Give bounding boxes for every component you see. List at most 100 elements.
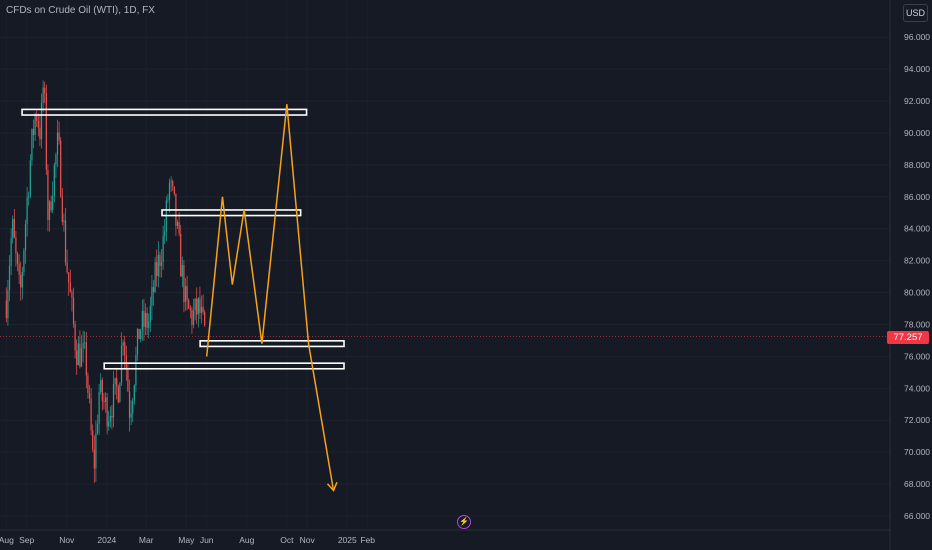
candle-body [130, 413, 132, 418]
projection-line[interactable] [205, 104, 335, 491]
zone-rectangle[interactable] [21, 108, 308, 116]
candle-body [186, 285, 188, 300]
candle-body [173, 186, 175, 194]
candle-body [101, 379, 103, 401]
candle-body [85, 342, 87, 376]
x-tick-label: Aug [0, 535, 14, 545]
candle-body [154, 262, 156, 292]
candle-body [188, 299, 190, 309]
projection-arrowhead [326, 481, 338, 492]
candle-body [88, 392, 91, 399]
price-axis[interactable]: 96.000 94.000 92.000 90.000 88.000 86.000 84.0… [889, 0, 930, 550]
candle-body [24, 224, 27, 251]
candle-body [44, 87, 46, 94]
candle-body [92, 430, 94, 450]
candle-body [71, 292, 73, 298]
y-tick-label: 88.000 [904, 160, 930, 170]
candle-body [138, 328, 140, 340]
candle-body [196, 298, 198, 315]
zone-rectangle[interactable] [161, 209, 302, 217]
candle-body [189, 308, 191, 310]
candle-body [141, 310, 143, 330]
candle-body [16, 253, 19, 264]
currency-button[interactable]: USD [903, 4, 928, 22]
candle-body [18, 263, 20, 275]
candle-body [164, 231, 166, 237]
candle-body [127, 369, 129, 392]
chart-grid [0, 36, 890, 517]
zone-rectangle[interactable] [199, 340, 345, 348]
x-tick-label: Mar [139, 535, 154, 545]
candlestick-series [5, 80, 206, 483]
candle-body [50, 201, 52, 211]
candle-body [52, 195, 54, 211]
x-tick-label: May [178, 535, 195, 545]
candle-body [191, 309, 193, 325]
support-resistance-zones[interactable] [21, 108, 345, 370]
candle-body [76, 350, 78, 365]
y-tick-label: 96.000 [904, 32, 930, 42]
candle-body [156, 262, 158, 277]
candle-body [13, 218, 15, 238]
candle-body [117, 386, 119, 403]
chart-title: CFDs on Crude Oil (WTI), 1D, FX [6, 5, 155, 16]
candle-body [39, 127, 41, 140]
candle-body [66, 262, 68, 273]
candle-body [202, 306, 204, 312]
candle-body [79, 343, 81, 367]
candle-body [58, 132, 60, 141]
candle-body [82, 343, 84, 349]
candle-body [116, 378, 118, 387]
candle-body [135, 354, 137, 386]
candle-body [151, 287, 153, 306]
candle-body [37, 120, 39, 128]
candle-body [178, 221, 180, 234]
candle-body [149, 305, 151, 322]
candle-body [162, 236, 164, 263]
y-tick-label: 76.000 [904, 351, 930, 361]
candle-body [53, 164, 55, 196]
candle-body [103, 400, 105, 402]
candle-body [98, 391, 100, 424]
y-tick-label: 94.000 [904, 64, 930, 74]
candle-body [167, 199, 169, 201]
candle-body [204, 311, 206, 326]
candle-body [48, 201, 51, 220]
candle-body [95, 432, 97, 469]
candle-body [69, 282, 71, 293]
candle-body [108, 421, 110, 427]
lightning-icon[interactable]: ⚡ [457, 515, 471, 529]
y-tick-label: 68.000 [904, 479, 930, 489]
candle-body [77, 343, 79, 365]
candle-body [32, 129, 35, 136]
candle-body [144, 313, 147, 327]
candle-body [26, 197, 28, 225]
candle-body [31, 129, 33, 161]
zone-rectangle[interactable] [103, 362, 345, 370]
x-tick-label: 2025 [338, 535, 357, 545]
candle-body [56, 132, 59, 155]
candle-body [120, 345, 123, 384]
projection-path[interactable] [205, 104, 338, 492]
candle-body [40, 102, 43, 140]
y-tick-label: 78.000 [904, 319, 930, 329]
y-tick-label: 70.000 [904, 447, 930, 457]
candle-body [80, 348, 83, 367]
time-axis[interactable]: Aug Sep Nov 2024 Mar May Jun Aug Oct Nov 2025 Feb [0, 529, 890, 545]
candle-body [122, 342, 124, 346]
candle-body [21, 271, 23, 288]
candle-body [109, 415, 111, 422]
y-tick-label: 82.000 [904, 256, 930, 266]
x-tick-label: Feb [360, 535, 375, 545]
candle-body [36, 115, 38, 121]
x-tick-label: Oct [280, 535, 294, 545]
candle-body [28, 195, 30, 198]
candle-body [84, 342, 86, 344]
candle-body [200, 306, 203, 314]
candle-body [140, 329, 142, 340]
candle-body [132, 400, 134, 414]
candle-body [7, 290, 9, 319]
candle-body [42, 87, 44, 103]
candle-body [181, 265, 183, 277]
